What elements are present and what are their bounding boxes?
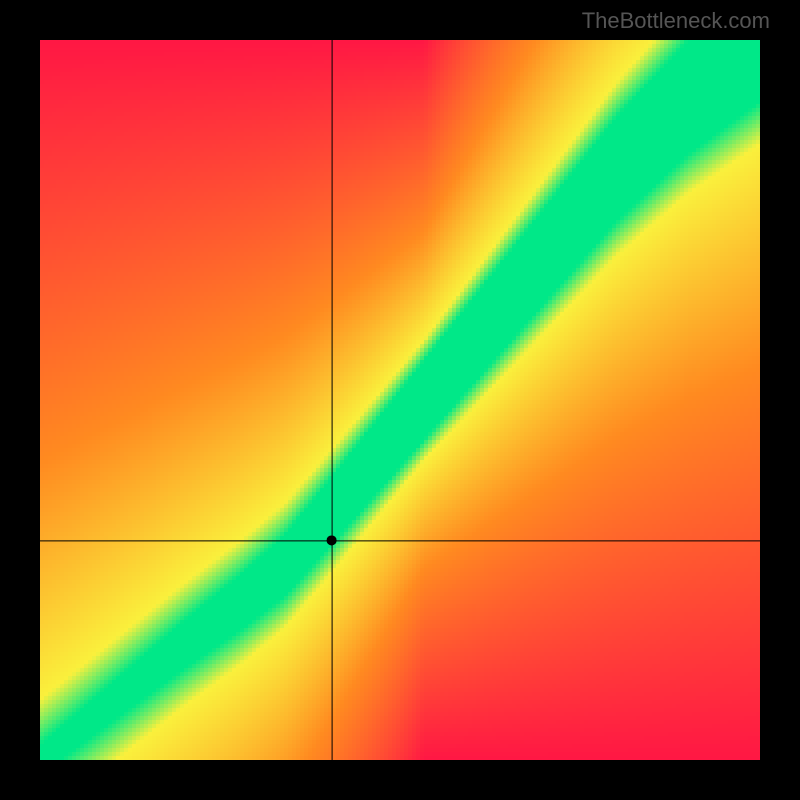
heatmap-frame: TheBottleneck.com bbox=[0, 0, 800, 800]
crosshair-overlay bbox=[40, 40, 760, 760]
watermark-text: TheBottleneck.com bbox=[582, 8, 770, 34]
